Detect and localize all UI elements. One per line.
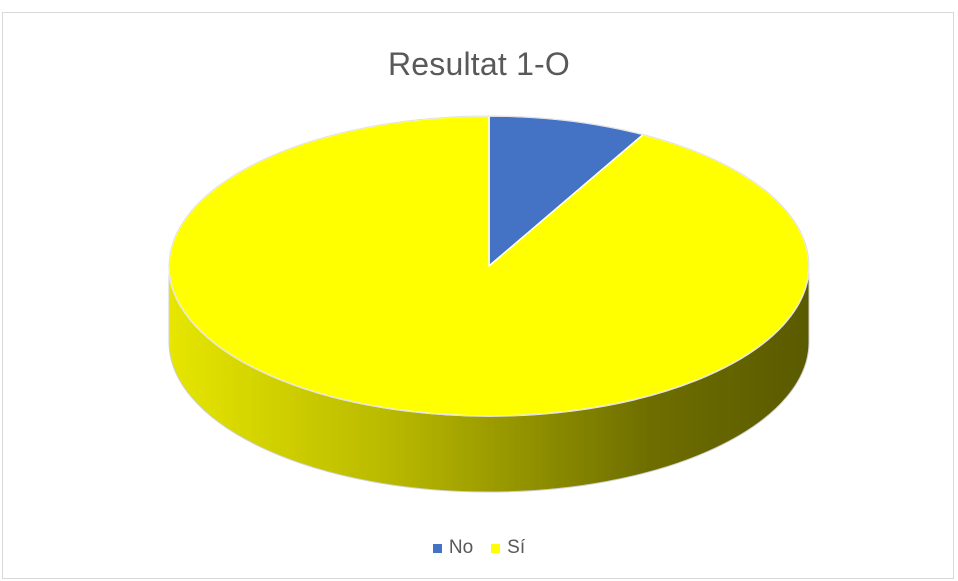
- chart-title: Resultat 1-O: [387, 46, 571, 82]
- legend-item: Sí: [491, 537, 525, 559]
- legend-label: No: [448, 537, 474, 558]
- pie-slice-si: [168, 115, 810, 417]
- legend-item: No: [432, 537, 474, 559]
- chart-legend: No Sí: [0, 537, 958, 559]
- legend-label: Sí: [507, 537, 526, 558]
- legend-swatch: [432, 543, 442, 553]
- legend-swatch: [491, 543, 501, 553]
- pie-top-rim: [168, 115, 810, 417]
